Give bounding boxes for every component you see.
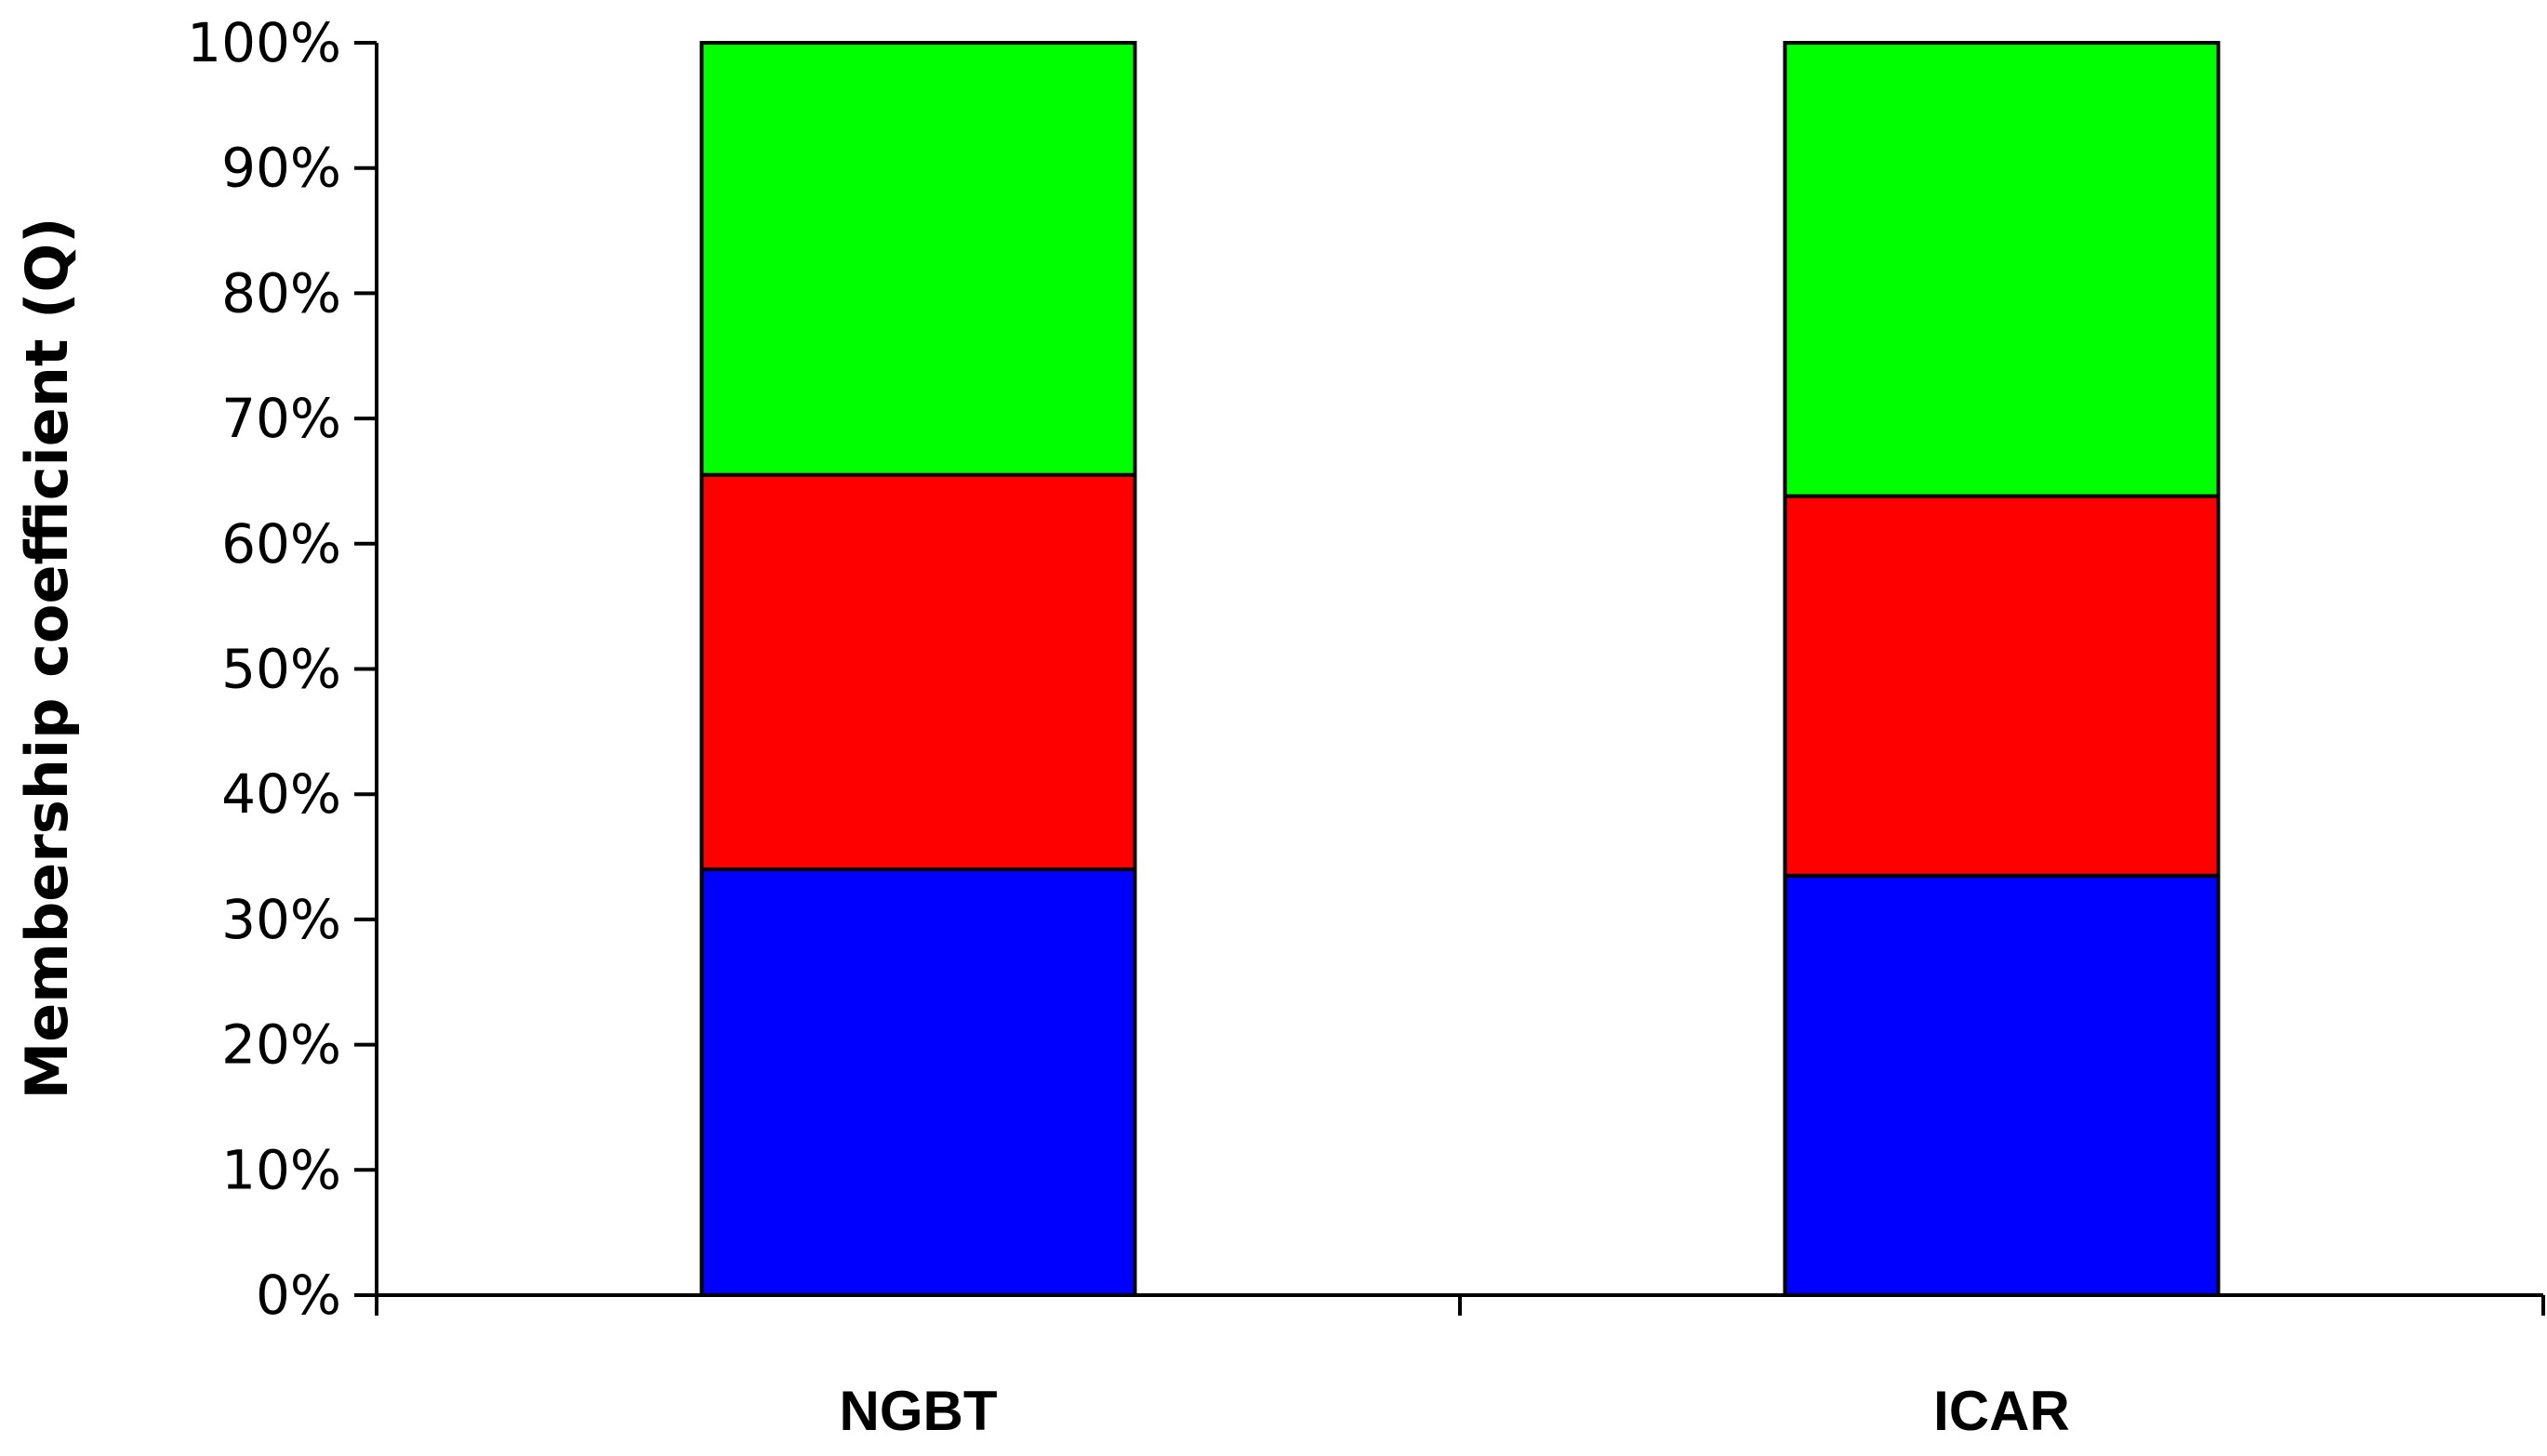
bar-segment-icar-1 — [1783, 873, 2221, 1297]
bar-segment-ngbt-3 — [699, 41, 1137, 477]
y-tick-label: 80% — [221, 261, 341, 324]
y-tick-label: 40% — [221, 762, 341, 826]
bar-segment-ngbt-1 — [699, 867, 1137, 1298]
y-tick-label: 50% — [221, 638, 341, 701]
x-category-label: NGBT — [840, 1380, 998, 1442]
x-category-label: ICAR — [1933, 1380, 2070, 1442]
y-tick-label: 60% — [221, 512, 341, 576]
y-tick-label: 20% — [221, 1013, 341, 1077]
y-tick-label: 70% — [221, 387, 341, 450]
y-tick-label: 10% — [221, 1138, 341, 1201]
y-axis-title: Membership coefficient (Q) — [13, 218, 81, 1100]
bars-group — [699, 41, 2221, 1298]
x-category-labels: NGBT ICAR — [840, 1380, 2070, 1442]
axes-group — [354, 41, 2545, 1316]
y-tick-label: 0% — [256, 1264, 341, 1327]
y-tick-labels: 0% 10% 20% 30% 40% 50% 60% 70% 80% 90% 100% — [187, 11, 341, 1327]
y-tick-label: 100% — [187, 11, 341, 74]
y-tick-label: 90% — [221, 137, 341, 200]
bar-segment-icar-2 — [1783, 494, 2221, 878]
y-tick-label: 30% — [221, 888, 341, 951]
bar-segment-ngbt-2 — [699, 472, 1137, 872]
bar-segment-icar-3 — [1783, 41, 2221, 498]
